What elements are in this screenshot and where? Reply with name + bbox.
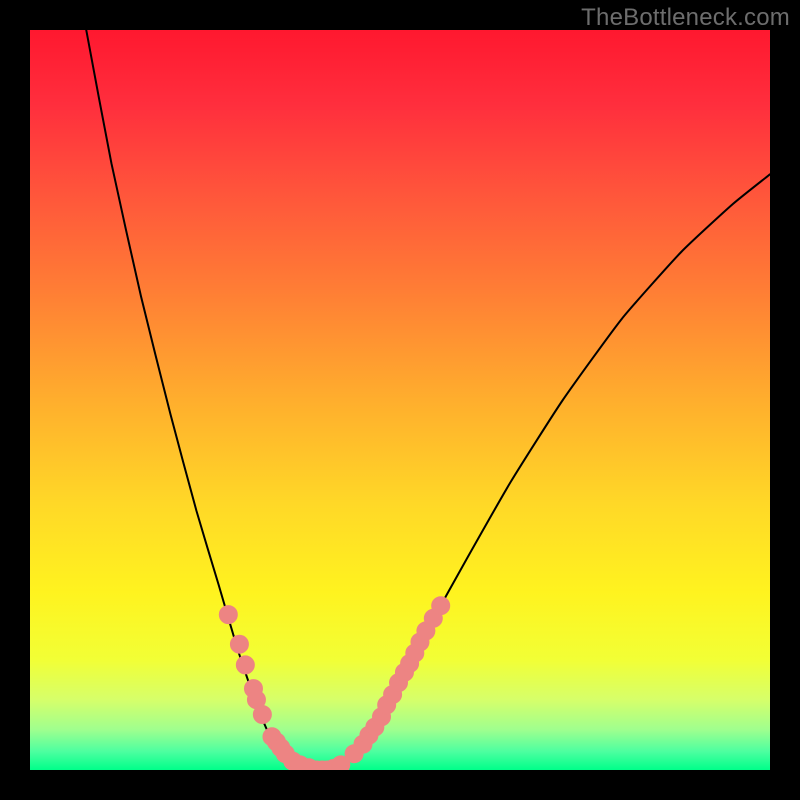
marker-dot (236, 656, 254, 674)
marker-dot (253, 706, 271, 724)
bottleneck-chart (0, 0, 800, 800)
marker-dot (432, 597, 450, 615)
figure-stage: TheBottleneck.com (0, 0, 800, 800)
gradient-background (30, 30, 770, 770)
marker-dot (219, 606, 237, 624)
marker-dot (230, 635, 248, 653)
